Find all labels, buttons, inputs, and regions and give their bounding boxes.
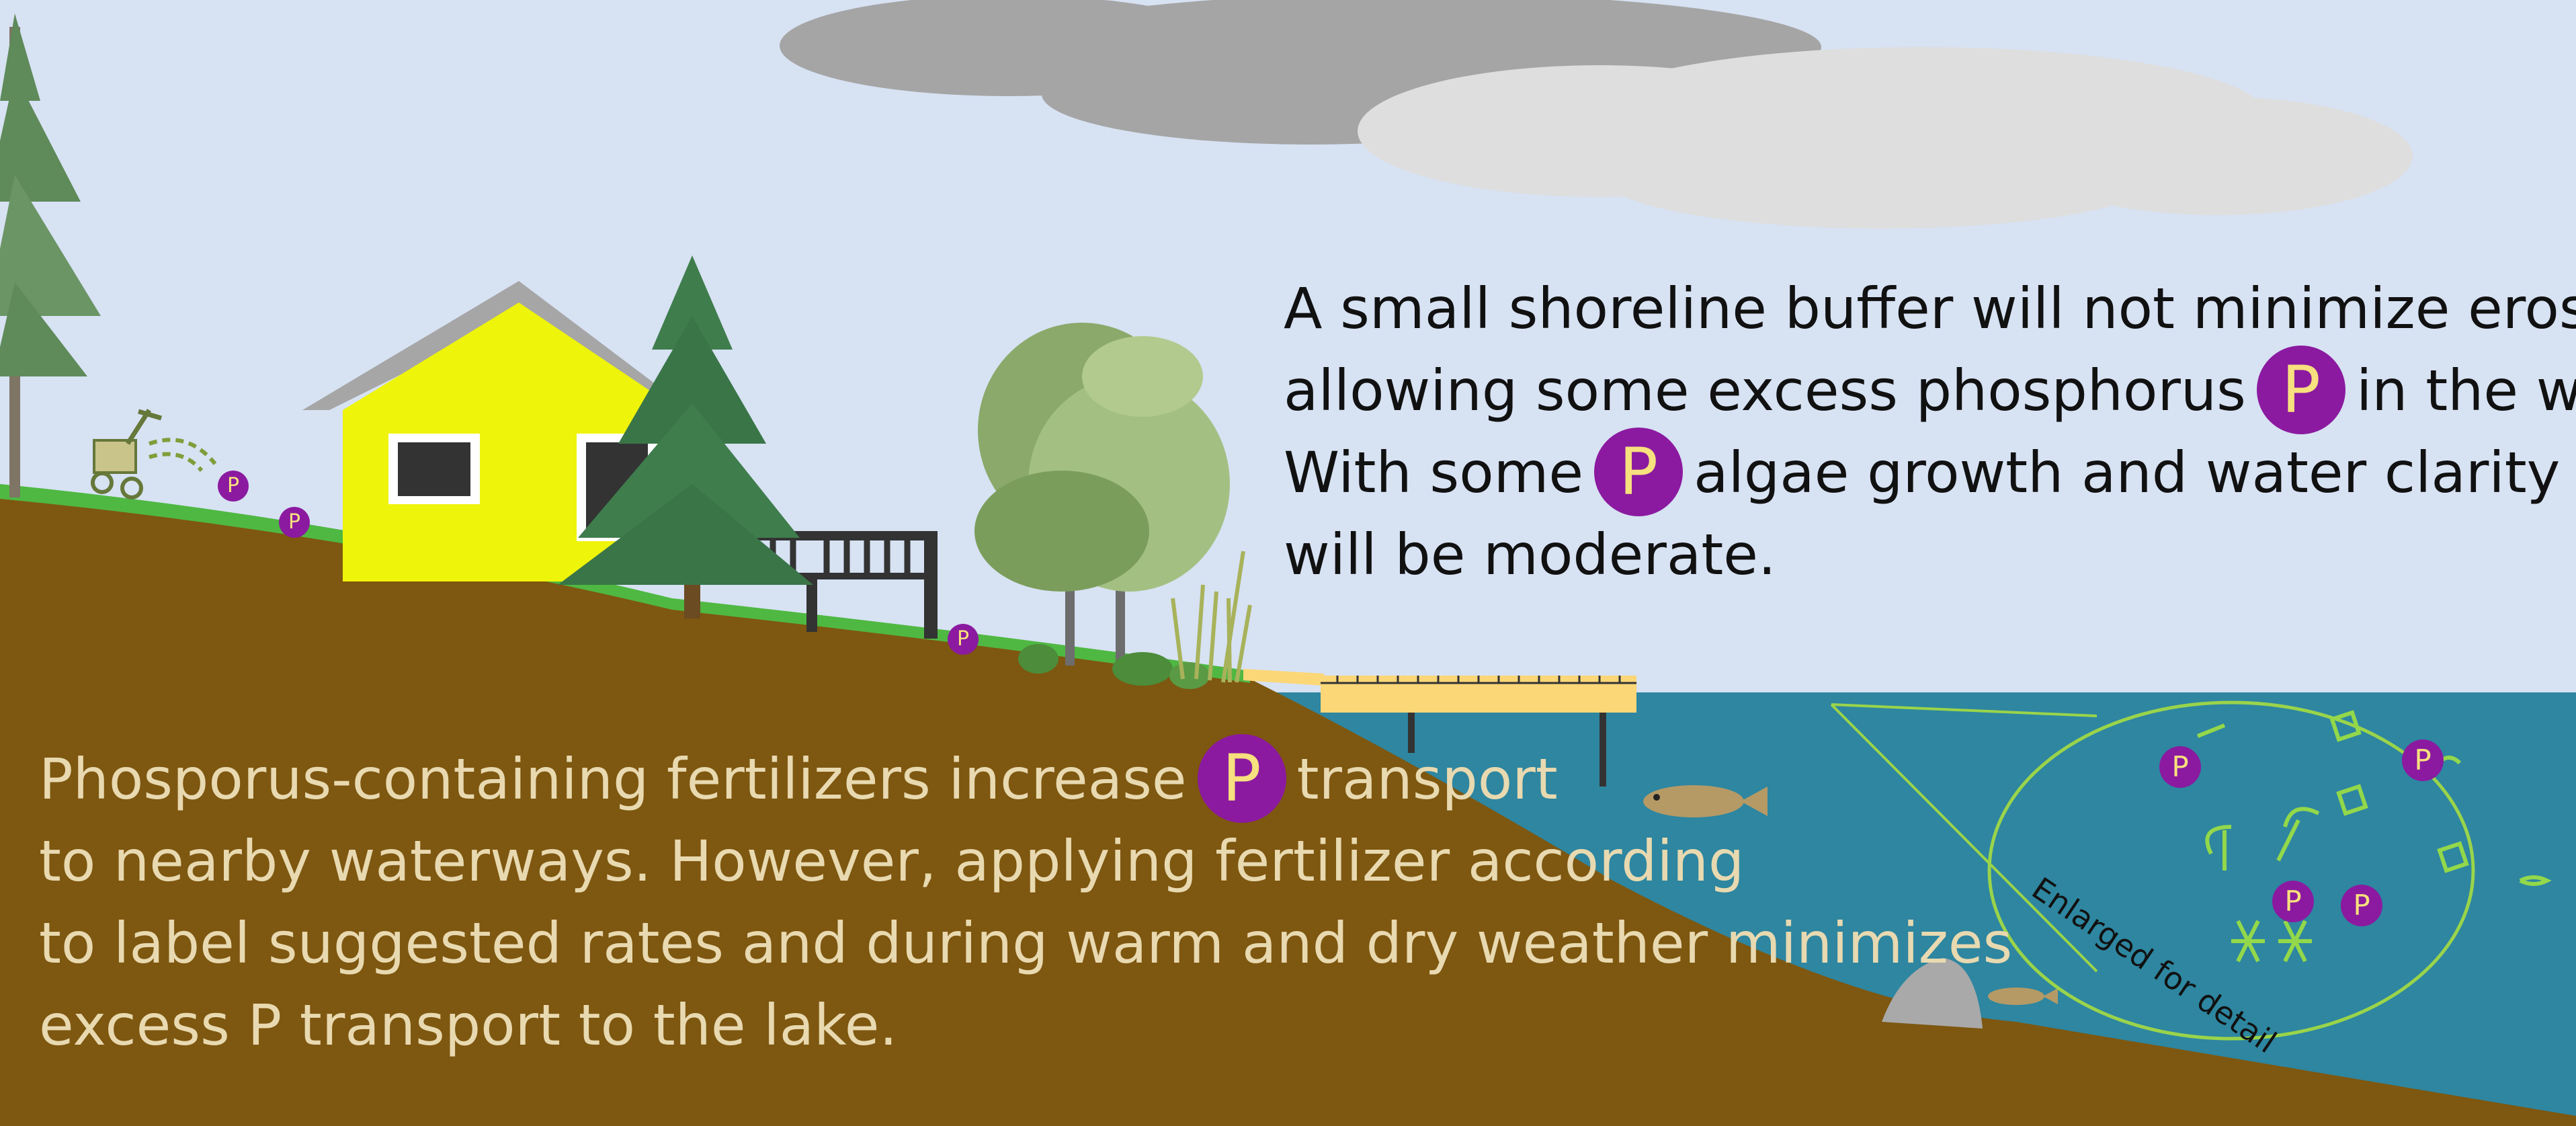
phosphorus-badge: P <box>1197 734 1286 823</box>
text-segment: algae growth and water clarity <box>1694 440 2561 506</box>
algae-icon <box>2196 710 2552 963</box>
rock-icon <box>1882 958 1983 1029</box>
text-line: to label suggested rates and during warm… <box>39 902 2012 984</box>
text-segment: in the water. <box>2356 358 2576 424</box>
phosphorus-badge: P <box>2159 746 2201 788</box>
phosphorus-badge: P <box>2341 885 2382 926</box>
text-segment: A small shoreline buffer will not minimi… <box>1284 276 2576 341</box>
text-segment: Phosporus-containing fertilizers increas… <box>39 746 1187 812</box>
fertilizer-spreader-icon <box>91 409 217 499</box>
text-segment: to nearby waterways. However, applying f… <box>39 828 1745 894</box>
dock-icon <box>1243 669 1636 787</box>
phosphorus-badge: P <box>1594 428 1684 517</box>
shoreline-buffer-text: A small shoreline buffer will not minimi… <box>1284 268 2576 596</box>
phosphorus-badge: P <box>279 507 310 538</box>
text-segment: With some <box>1284 440 1584 506</box>
text-segment: to label suggested rates and during warm… <box>39 910 2013 976</box>
shrubs-icon <box>1018 644 1210 689</box>
evergreen-tree-icon <box>558 255 813 618</box>
text-segment: allowing some excess phosphorus <box>1284 358 2246 424</box>
text-line: excess P transport to the lake. <box>39 984 2012 1066</box>
light-cloud-icon <box>1358 47 2413 229</box>
text-segment: excess P transport to the lake. <box>39 992 898 1058</box>
text-segment: will be moderate. <box>1284 522 1776 588</box>
fish-icon <box>1643 785 1768 817</box>
phosphorus-badge: P <box>2256 346 2345 435</box>
text-line: to nearby waterways. However, applying f… <box>39 820 2012 902</box>
reeds-icon <box>1171 551 1252 683</box>
text-line: Phosporus-containing fertilizers increas… <box>39 734 2012 823</box>
soil-ground <box>0 494 2576 1126</box>
fertilizer-text: Phosporus-containing fertilizers increas… <box>39 734 2012 1066</box>
pine-tree-icon <box>0 13 101 497</box>
small-fish-icon <box>1988 988 2058 1005</box>
text-line: A small shoreline buffer will not minimi… <box>1284 268 2576 350</box>
deciduous-tree-icon <box>974 323 1230 666</box>
phosphorus-badge: P <box>218 471 249 501</box>
text-line: will be moderate. <box>1284 514 2576 596</box>
phosphorus-badge: P <box>2272 881 2314 922</box>
phosphorus-badge: P <box>2402 739 2444 781</box>
phosphorus-badge: P <box>948 624 979 655</box>
enlarged-detail-callout <box>1830 700 2475 1041</box>
text-segment: transport <box>1296 746 1558 812</box>
